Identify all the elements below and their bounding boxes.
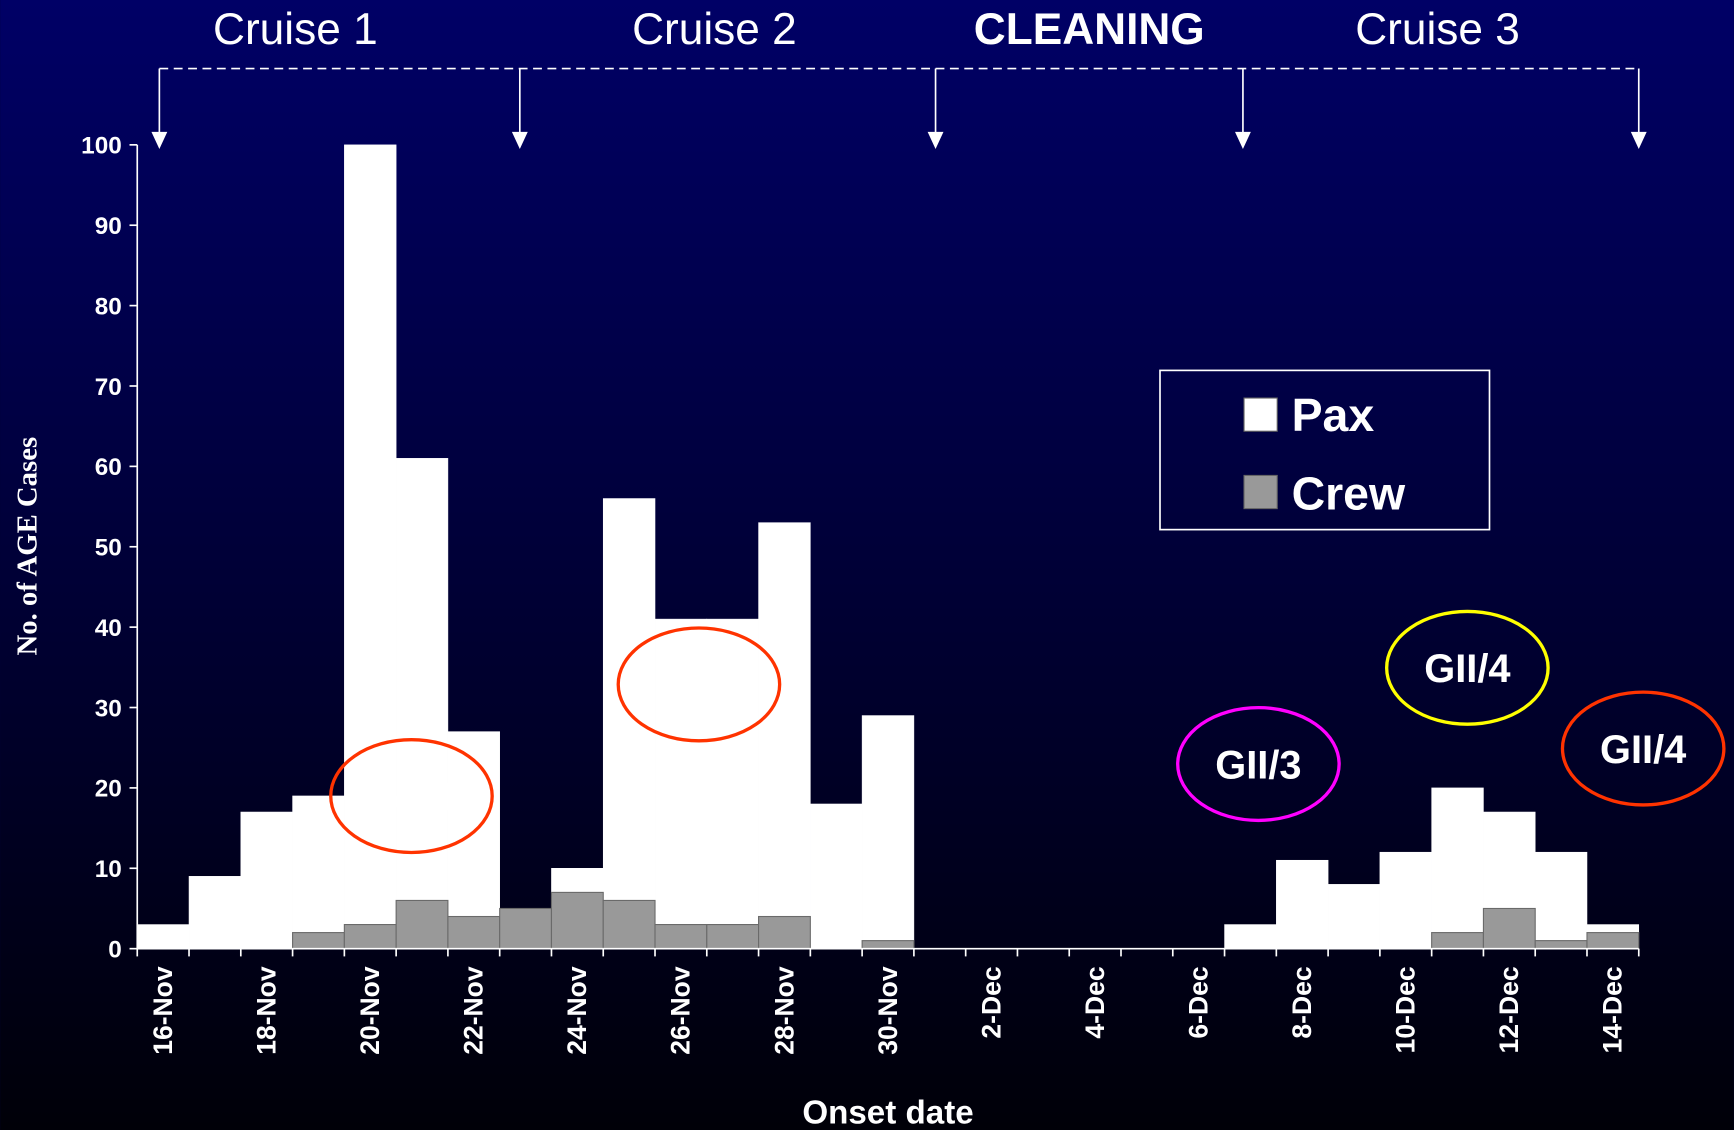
bar — [861, 940, 915, 950]
y-tick-label: 0 — [108, 937, 122, 964]
annotation: GII/3 — [1215, 743, 1301, 787]
x-tick-label: 6-Dec — [1184, 966, 1214, 1038]
annotation-ellipse — [1385, 609, 1550, 726]
legend-label: Crew — [1292, 468, 1406, 520]
x-tick-label: 16-Nov — [148, 966, 178, 1055]
bar — [344, 144, 397, 949]
bar — [188, 876, 242, 949]
bar — [550, 891, 604, 950]
bar — [1482, 907, 1536, 950]
bar — [1431, 932, 1484, 950]
y-tick-label: 30 — [95, 695, 122, 722]
period-label: Cruise 1 — [213, 5, 378, 54]
x-tick-label: 20-Nov — [355, 966, 385, 1055]
x-tick-label: 18-Nov — [252, 966, 282, 1055]
annotation: GII/4 — [368, 775, 454, 819]
bar — [395, 458, 449, 949]
legend-swatch — [1243, 397, 1278, 432]
x-tick-label: 30-Nov — [873, 966, 903, 1055]
annotation-ellipse — [1560, 690, 1726, 807]
bar — [1276, 859, 1329, 949]
bar — [602, 498, 656, 949]
annotation-ellipse — [329, 738, 494, 855]
annotation: GII/4 — [1424, 647, 1510, 691]
axes: 0 10 20 30 40 50 60 70 80 90 100 16-Nov 18-Nov 20-Nov… — [81, 133, 1640, 1055]
x-tick-label: 8-Dec — [1287, 966, 1317, 1038]
bar — [654, 924, 708, 950]
x-tick-label: 4-Dec — [1080, 966, 1110, 1038]
annotation: GII/4 — [1600, 728, 1686, 772]
x-tick-label: 14-Dec — [1598, 966, 1628, 1053]
bar — [343, 924, 397, 950]
annotation: GII/4 — [656, 664, 742, 708]
y-tick-label: 60 — [95, 454, 122, 481]
annotation-ellipse — [1176, 705, 1341, 823]
bar — [499, 907, 553, 950]
bar — [447, 731, 500, 949]
bar — [292, 932, 345, 950]
x-tick-label: 12-Dec — [1494, 966, 1524, 1053]
legend-label: Pax — [1292, 389, 1375, 441]
y-axis-label: No. of AGE Cases — [12, 437, 44, 656]
bar — [758, 522, 811, 949]
legend: Pax Crew — [1159, 369, 1491, 531]
bar — [810, 803, 863, 949]
x-tick-label: 22-Nov — [459, 966, 489, 1055]
legend-swatch — [1243, 474, 1278, 510]
bar — [240, 811, 293, 949]
bar — [706, 924, 760, 950]
bar — [1586, 932, 1640, 950]
annotation-ellipse — [616, 626, 782, 743]
x-axis-label: Onset date — [802, 1094, 973, 1130]
y-tick-label: 90 — [95, 213, 122, 240]
bar — [1327, 884, 1381, 949]
y-tick-label: 40 — [95, 615, 122, 642]
bar — [136, 924, 190, 949]
x-tick-label: 26-Nov — [666, 966, 696, 1055]
x-tick-label: 10-Dec — [1391, 966, 1421, 1053]
period-arrows — [151, 68, 1647, 150]
bar — [602, 899, 656, 950]
y-tick-label: 20 — [95, 776, 122, 803]
period-label: CLEANING — [974, 5, 1205, 54]
annotations: GII/4 GII/4 GII/3 GII/4 GII/4 — [329, 609, 1726, 855]
bar — [1431, 787, 1484, 949]
bar — [447, 915, 501, 950]
bar — [1534, 851, 1588, 949]
x-tick-label: 2-Dec — [976, 966, 1006, 1038]
x-tick-label: 28-Nov — [769, 966, 799, 1055]
x-tick-label: 24-Nov — [562, 966, 592, 1055]
legend-box — [1159, 369, 1491, 531]
bar — [395, 899, 449, 950]
bar — [1534, 940, 1588, 950]
period-label: Cruise 2 — [632, 5, 797, 54]
y-tick-label: 70 — [95, 374, 122, 401]
y-tick-label: 10 — [95, 856, 122, 883]
bar — [758, 915, 811, 950]
period-label: Cruise 3 — [1355, 5, 1520, 54]
y-tick-label: 100 — [81, 133, 122, 160]
bar — [1224, 924, 1277, 949]
bars — [136, 144, 1640, 950]
bar — [1379, 851, 1432, 949]
y-tick-label: 80 — [95, 293, 122, 320]
bar — [861, 715, 915, 949]
y-tick-label: 50 — [95, 535, 122, 562]
period-header: Cruise 1 Cruise 2 CLEANING Cruise 3 — [151, 5, 1647, 150]
